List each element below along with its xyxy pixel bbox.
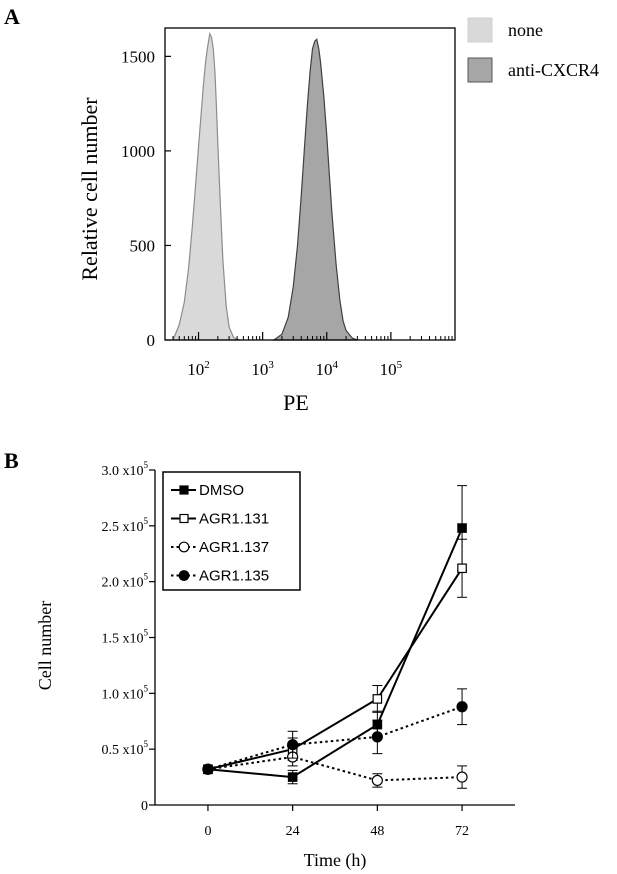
marker-agr1-135 <box>371 731 383 743</box>
x-axis-title-b: Time (h) <box>304 850 367 871</box>
marker-agr1-131 <box>372 694 383 704</box>
panel-b-letter: B <box>4 448 19 473</box>
y-tick-label-b: 1.0 x105 <box>102 683 149 702</box>
legend-label-b: AGR1.135 <box>199 568 269 585</box>
plot-frame-a <box>164 27 456 341</box>
panel-b-growth-curve: B 0 0.5 x105 1.0 x105 1.5 x105 2.0 x105 2.5 x… <box>4 448 515 871</box>
x-axis-title-a: PE <box>283 390 309 415</box>
x-tick-label-b: 24 <box>286 824 300 839</box>
y-tick-label-b: 1.5 x105 <box>102 628 149 647</box>
y-tick-label-b: 2.0 x105 <box>102 572 149 591</box>
series-line <box>207 567 463 771</box>
y-axis-ticks-a: 0 500 1000 1500 <box>121 47 171 350</box>
y-tick-label-a: 1000 <box>121 142 155 161</box>
y-tick-label-b: 0.5 x105 <box>102 739 149 758</box>
legend-a: none anti-CXCR4 <box>467 17 599 83</box>
y-tick-label-b: 3.0 x105 <box>102 460 149 479</box>
histogram-none <box>172 31 241 341</box>
axes-b: 0 0.5 x105 1.0 x105 1.5 x105 2.0 x105 2.5 x10… <box>102 460 515 839</box>
legend-swatch-a <box>467 57 493 83</box>
panel-a-histogram: A 0 500 1000 1500 102 103 104 105 Relative cel… <box>4 4 599 415</box>
histogram-anti-cxcr4 <box>272 38 358 341</box>
legend-b: DMSO AGR1.131 AGR1.137 AGR1.135 <box>162 471 301 591</box>
y-axis-title-a: Relative cell number <box>77 97 102 281</box>
marker-agr1-131 <box>179 513 189 524</box>
legend-label-b: AGR1.131 <box>199 511 269 528</box>
legend-label-a: none <box>508 20 543 40</box>
x-tick-label-b: 48 <box>370 824 384 839</box>
x-tick-label-a: 102 <box>187 359 210 379</box>
series-agr1-137 <box>202 747 468 789</box>
y-tick-label-a: 0 <box>147 331 156 350</box>
y-tick-label-a: 1500 <box>121 47 155 66</box>
legend-label-a: anti-CXCR4 <box>508 60 599 80</box>
x-tick-label-a: 103 <box>251 359 274 379</box>
marker-agr1-135 <box>178 570 190 581</box>
marker-dmso <box>179 485 189 495</box>
marker-dmso <box>287 772 298 782</box>
marker-agr1-135 <box>202 763 214 775</box>
y-tick-label-b: 2.5 x105 <box>102 516 149 535</box>
x-axis-ticks-a: 102 103 104 105 <box>164 332 453 379</box>
x-tick-label-a: 105 <box>380 359 403 379</box>
series-agr1-135 <box>202 688 468 775</box>
legend-swatch-a <box>467 17 493 43</box>
series-line <box>207 527 464 779</box>
marker-agr1-131 <box>457 563 467 574</box>
x-tick-label-a: 104 <box>316 359 339 379</box>
y-tick-label-b: 0 <box>141 799 148 814</box>
marker-dmso <box>457 523 467 533</box>
marker-agr1-135 <box>287 739 299 751</box>
y-tick-label-a: 500 <box>130 236 156 255</box>
x-tick-label-b: 0 <box>204 824 211 839</box>
panel-a-letter: A <box>4 4 20 29</box>
legend-label-b: AGR1.137 <box>199 539 269 556</box>
y-axis-title-b: Cell number <box>35 601 55 690</box>
legend-label-b: DMSO <box>199 482 244 499</box>
series-line <box>207 705 463 771</box>
histogram-fills <box>172 31 358 341</box>
marker-agr1-135 <box>456 701 468 713</box>
marker-agr1-137 <box>371 774 383 787</box>
marker-agr1-137 <box>456 771 468 783</box>
series-line <box>207 755 463 782</box>
marker-agr1-137 <box>178 541 190 553</box>
x-tick-label-b: 72 <box>455 824 469 839</box>
series-b <box>202 485 468 789</box>
